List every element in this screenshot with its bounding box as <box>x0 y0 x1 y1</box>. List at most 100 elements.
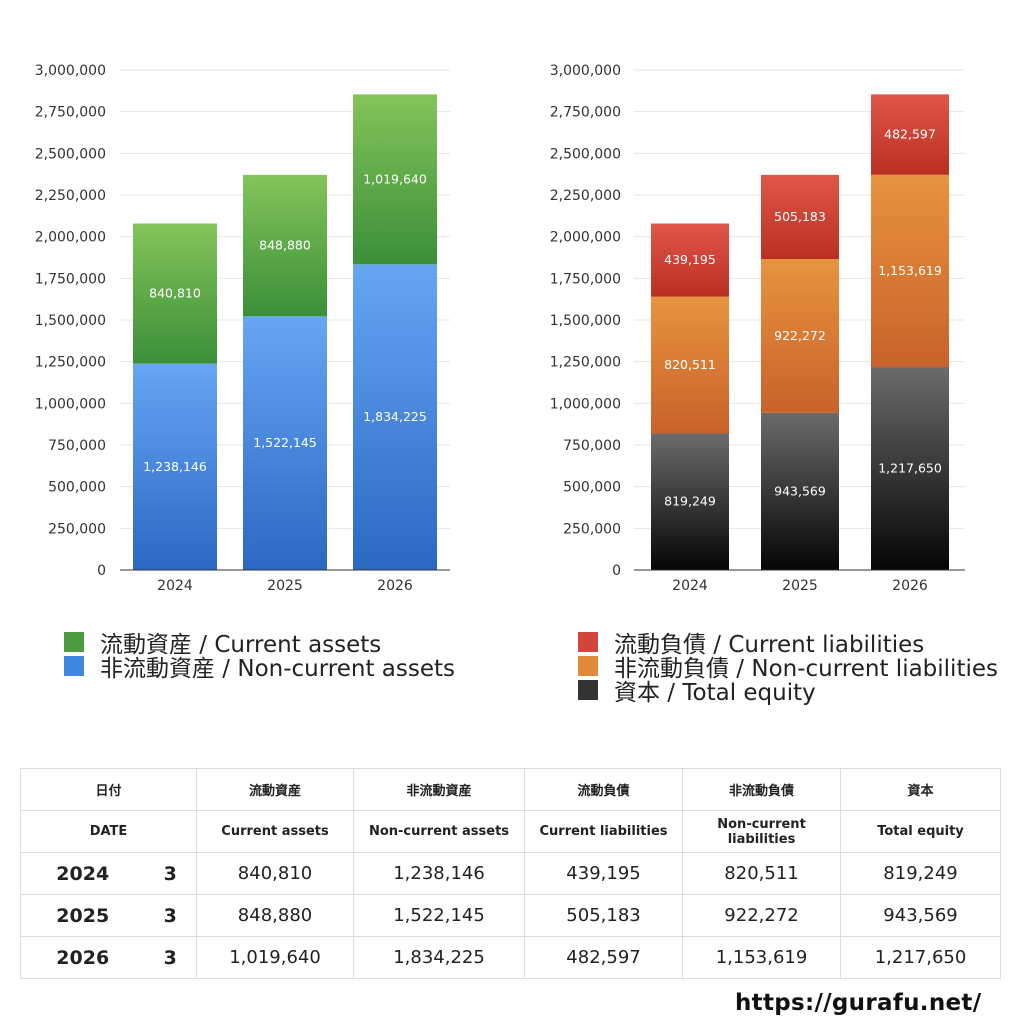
table-header-ja: 日付 流動資産 非流動資産 流動負債 非流動負債 資本 <box>19 768 1002 811</box>
header-non-current-liabilities-en: Non-current liabilities <box>682 810 842 853</box>
legend-item: 非流動負債 / Non-current liabilities <box>578 654 998 682</box>
y-tick-label: 2,250,000 <box>35 188 106 204</box>
cell-current-liabilities: 482,597 <box>524 936 684 979</box>
y-tick-label: 2,750,000 <box>550 105 621 121</box>
bar-segment <box>353 264 437 570</box>
bar-value-label: 943,569 <box>774 483 826 498</box>
legend-swatch <box>578 632 598 652</box>
bar-value-label: 1,153,619 <box>878 263 942 278</box>
header-current-assets-ja: 流動資産 <box>196 768 355 811</box>
cell-current-liabilities: 505,183 <box>524 894 684 937</box>
y-tick-label: 250,000 <box>563 521 621 537</box>
x-tick-label: 2026 <box>377 578 413 594</box>
row-year: 2026 <box>20 936 145 979</box>
cell-current-assets: 840,810 <box>196 852 355 895</box>
header-current-liabilities-en: Current liabilities <box>524 810 684 853</box>
cell-current-liabilities: 439,195 <box>524 852 684 895</box>
bar-segment <box>243 316 327 570</box>
bar-segment <box>651 433 729 570</box>
bar-value-label: 819,249 <box>664 494 716 509</box>
bar-segment <box>871 94 949 175</box>
bar-value-label: 439,195 <box>664 252 716 267</box>
legend-item: 非流動資産 / Non-current assets <box>64 654 455 682</box>
cell-current-assets: 1,019,640 <box>196 936 355 979</box>
x-tick-label: 2025 <box>267 578 303 594</box>
y-tick-label: 2,250,000 <box>550 188 621 204</box>
legend-label: 非流動資産 / Non-current assets <box>100 656 456 682</box>
legend-swatch <box>578 680 598 700</box>
bar-value-label: 820,511 <box>664 357 716 372</box>
table-row: 2026 3 1,019,640 1,834,225 482,597 1,153… <box>20 936 1002 979</box>
y-tick-label: 2,000,000 <box>550 230 621 246</box>
y-tick-label: 1,000,000 <box>35 396 106 412</box>
header-current-assets-en: Current assets <box>196 810 355 853</box>
legend-label: 流動負債 / Current liabilities <box>614 632 925 658</box>
y-tick-label: 750,000 <box>48 438 106 454</box>
y-tick-label: 250,000 <box>48 521 106 537</box>
y-tick-label: 1,500,000 <box>35 313 106 329</box>
bar-value-label: 922,272 <box>774 328 826 343</box>
y-tick-label: 2,500,000 <box>550 146 621 162</box>
cell-total-equity: 1,217,650 <box>840 936 1002 979</box>
row-year: 2025 <box>20 894 145 937</box>
y-tick-label: 500,000 <box>48 480 106 496</box>
y-tick-label: 1,750,000 <box>550 271 621 287</box>
cell-total-equity: 943,569 <box>840 894 1002 937</box>
y-tick-label: 3,000,000 <box>550 63 621 79</box>
y-tick-label: 2,000,000 <box>35 230 106 246</box>
x-tick-label: 2024 <box>672 578 708 594</box>
cell-non-current-assets: 1,834,225 <box>353 936 526 979</box>
x-tick-label: 2025 <box>782 578 818 594</box>
bar-value-label: 1,834,225 <box>363 409 427 424</box>
header-total-equity-en: Total equity <box>840 810 1002 853</box>
y-tick-label: 1,250,000 <box>35 355 106 371</box>
bar-segment <box>243 174 327 317</box>
bar-segment <box>761 174 839 260</box>
y-tick-label: 2,500,000 <box>35 146 106 162</box>
header-non-current-assets-en: Non-current assets <box>353 810 526 853</box>
bar-segment <box>651 296 729 434</box>
header-current-liabilities-ja: 流動負債 <box>524 768 684 811</box>
table-header-en: DATE Current assets Non-current assets C… <box>19 810 1002 853</box>
cell-non-current-liabilities: 922,272 <box>682 894 842 937</box>
header-non-current-liabilities-ja: 非流動負債 <box>682 768 842 811</box>
row-count: 3 <box>144 852 198 895</box>
y-tick-label: 0 <box>612 563 621 579</box>
header-date-ja: 日付 <box>19 768 198 811</box>
legend-item: 流動資産 / Current assets <box>64 630 455 658</box>
header-total-equity-ja: 資本 <box>840 768 1002 811</box>
bar-segment <box>871 367 949 570</box>
legend-label: 流動資産 / Current assets <box>100 632 382 658</box>
bar-segment <box>651 223 729 297</box>
legend-item: 資本 / Total equity <box>578 678 998 706</box>
cell-non-current-assets: 1,522,145 <box>353 894 526 937</box>
bar-segment <box>133 223 217 364</box>
row-year: 2024 <box>20 852 145 895</box>
legend-label: 資本 / Total equity <box>614 680 816 706</box>
bar-value-label: 1,238,146 <box>143 459 207 474</box>
table-row: 2024 3 840,810 1,238,146 439,195 820,511… <box>20 852 1002 895</box>
bar-segment <box>133 363 217 570</box>
row-count: 3 <box>144 936 198 979</box>
chart-liabilities-equity: 0 250,000 500,000 750,000 1,000,000 1,250,000… <box>550 63 965 594</box>
bar-value-label: 505,183 <box>774 209 826 224</box>
y-tick-label: 1,250,000 <box>550 355 621 371</box>
y-tick-label: 2,750,000 <box>35 105 106 121</box>
table-row: 2025 3 848,880 1,522,145 505,183 922,272… <box>20 894 1002 937</box>
cell-non-current-liabilities: 820,511 <box>682 852 842 895</box>
legend-swatch <box>64 632 84 652</box>
bar-segment <box>761 412 839 570</box>
header-non-current-assets-ja: 非流動資産 <box>353 768 526 811</box>
y-tick-label: 750,000 <box>563 438 621 454</box>
bar-segment <box>761 259 839 413</box>
cell-current-assets: 848,880 <box>196 894 355 937</box>
site-url[interactable]: https://gurafu.net/ <box>735 990 982 1016</box>
legend-swatch <box>578 656 598 676</box>
x-tick-label: 2026 <box>892 578 928 594</box>
bar-value-label: 840,810 <box>149 286 201 301</box>
legend-liabilities-equity: 流動負債 / Current liabilities 非流動負債 / Non-cu… <box>578 630 998 706</box>
charts-area: 0 250,000 500,000 750,000 1,000,000 1,250,000… <box>35 63 965 594</box>
cell-non-current-liabilities: 1,153,619 <box>682 936 842 979</box>
y-tick-label: 0 <box>97 563 106 579</box>
bar-value-label: 848,880 <box>259 238 311 253</box>
